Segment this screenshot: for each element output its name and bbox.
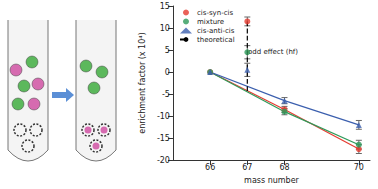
svg-text:66: 66 bbox=[205, 163, 215, 172]
svg-text:15: 15 bbox=[160, 2, 170, 11]
svg-text:enrichment factor (x 10⁴): enrichment factor (x 10⁴) bbox=[138, 32, 147, 133]
svg-text:10: 10 bbox=[160, 24, 170, 33]
svg-text:-15: -15 bbox=[157, 134, 170, 143]
svg-text:0: 0 bbox=[165, 68, 170, 77]
svg-text:cis-anti-cis: cis-anti-cis bbox=[197, 27, 235, 35]
svg-text:cis-syn-cis: cis-syn-cis bbox=[197, 9, 234, 17]
svg-text:-20: -20 bbox=[157, 156, 170, 165]
svg-text:68: 68 bbox=[279, 163, 289, 172]
svg-text:-10: -10 bbox=[157, 112, 170, 121]
svg-text:odd effect (hf): odd effect (hf) bbox=[248, 48, 298, 56]
svg-text:67: 67 bbox=[242, 163, 252, 172]
svg-text:70: 70 bbox=[354, 163, 364, 172]
svg-text:-5: -5 bbox=[162, 90, 170, 99]
svg-text:theoretical: theoretical bbox=[197, 36, 235, 44]
svg-text:mixture: mixture bbox=[197, 18, 224, 26]
svg-text:mass number: mass number bbox=[244, 176, 300, 185]
svg-text:5: 5 bbox=[165, 46, 170, 55]
